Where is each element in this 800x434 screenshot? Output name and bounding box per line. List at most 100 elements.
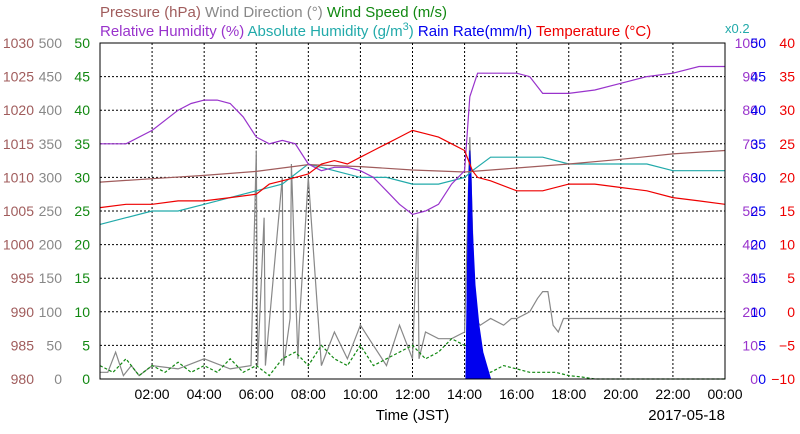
tick-wind-dir: 200: [39, 237, 63, 253]
tick-wind-dir: 250: [39, 203, 63, 219]
tick-humidity: 90: [742, 69, 758, 85]
tick-temperature: 0: [787, 304, 795, 320]
legend-entry: Pressure (hPa): [100, 4, 201, 21]
x-axis-label: Time (JST): [376, 407, 450, 424]
tick-x: 20:00: [603, 386, 638, 402]
date-label: 2017-05-18: [648, 407, 725, 424]
tick-pressure: 1020: [3, 102, 34, 118]
legend-entry: Wind Direction (°): [201, 4, 323, 21]
tick-rain: 30: [750, 169, 766, 185]
tick-temperature: 10: [779, 237, 795, 253]
tick-humidity: 30: [742, 270, 758, 286]
legend-superscript: 3: [403, 21, 409, 33]
tick-humidity: 40: [742, 237, 758, 253]
tick-rain: 5: [758, 337, 766, 353]
svg-text:Relative Humidity (%) Absolut: Relative Humidity (%) Absolute Humidity …: [100, 21, 651, 40]
tick-rain: 45: [750, 69, 766, 85]
tick-temperature: −10: [771, 371, 795, 387]
tick-temperature: 25: [779, 136, 795, 152]
tick-x: 02:00: [135, 386, 170, 402]
tick-pressure: 1030: [3, 35, 34, 51]
tick-humidity: 100: [735, 35, 759, 51]
tick-rain: 15: [750, 270, 766, 286]
tick-wind-dir: 100: [39, 304, 63, 320]
tick-x: 08:00: [291, 386, 326, 402]
tick-humidity: 50: [742, 203, 758, 219]
legend-row-1: Pressure (hPa) Wind Direction (°) Wind S…: [100, 4, 447, 21]
tick-rain: 50: [750, 35, 766, 51]
tick-wind-dir: 500: [39, 35, 63, 51]
tick-pressure: 1010: [3, 169, 34, 185]
tick-wind-dir: 450: [39, 69, 63, 85]
series-relative-humidity: [100, 65, 725, 216]
tick-wind-speed: 0: [82, 371, 90, 387]
tick-temperature: 30: [779, 102, 795, 118]
tick-temperature: 5: [787, 270, 795, 286]
series-wind-speed-m-s: [99, 337, 725, 380]
tick-rain: 10: [750, 304, 766, 320]
tick-wind-dir: 0: [54, 371, 62, 387]
series-absolute-humidity-g-m: [99, 156, 725, 225]
legend-suffix: ): [409, 23, 414, 40]
tick-wind-speed: 50: [74, 35, 90, 51]
tick-temperature: −5: [779, 337, 795, 353]
tick-pressure: 1005: [3, 203, 34, 219]
tick-temperature: 40: [779, 35, 795, 51]
tick-temperature: 15: [779, 203, 795, 219]
tick-rain: 0: [758, 371, 766, 387]
tick-pressure: 1000: [3, 237, 34, 253]
tick-pressure: 980: [11, 371, 35, 387]
tick-temperature: 35: [779, 69, 795, 85]
tick-pressure: 1015: [3, 136, 34, 152]
tick-wind-speed: 5: [82, 337, 90, 353]
tick-wind-speed: 30: [74, 169, 90, 185]
tick-humidity: 20: [742, 304, 758, 320]
series-pressure-hpa: [99, 149, 726, 183]
tick-wind-speed: 45: [74, 69, 90, 85]
tick-x: 12:00: [395, 386, 430, 402]
tick-x: 18:00: [551, 386, 586, 402]
tick-x: 06:00: [239, 386, 274, 402]
tick-humidity: 0: [750, 371, 758, 387]
tick-wind-dir: 400: [39, 102, 63, 118]
tick-temperature: 20: [779, 169, 795, 185]
tick-wind-dir: 150: [39, 270, 63, 286]
tick-pressure: 1025: [3, 69, 34, 85]
tick-humidity: 10: [742, 337, 758, 353]
tick-x: 22:00: [655, 386, 690, 402]
legend-entry: Rain Rate(mm/h): [414, 23, 532, 40]
tick-wind-dir: 300: [39, 169, 63, 185]
tick-wind-speed: 15: [74, 270, 90, 286]
series-rain-rate-mm-h: [465, 150, 492, 380]
humidity-scale-note: x0.2: [725, 21, 750, 36]
tick-wind-speed: 20: [74, 237, 90, 253]
tick-rain: 40: [750, 102, 766, 118]
tick-pressure: 990: [11, 304, 35, 320]
plot-frame: [99, 42, 726, 380]
tick-wind-speed: 40: [74, 102, 90, 118]
tick-wind-speed: 25: [74, 203, 90, 219]
tick-wind-dir: 350: [39, 136, 63, 152]
series-layer: [99, 65, 726, 380]
legend-entry: Absolute Humidity (g/m: [244, 23, 402, 40]
tick-x: 00:00: [707, 386, 742, 402]
tick-wind-speed: 10: [74, 304, 90, 320]
svg-text:Pressure (hPa) Wind Direction: Pressure (hPa) Wind Direction (°) Wind S…: [100, 4, 447, 21]
tick-humidity: 70: [742, 136, 758, 152]
tick-humidity: 60: [742, 169, 758, 185]
tick-rain: 35: [750, 136, 766, 152]
legend-entry: Wind Speed (m/s): [323, 4, 447, 21]
series-temperature-c: [99, 129, 726, 209]
tick-x: 04:00: [187, 386, 222, 402]
tick-x: 14:00: [447, 386, 482, 402]
tick-wind-speed: 35: [74, 136, 90, 152]
tick-humidity: 80: [742, 102, 758, 118]
tick-pressure: 985: [11, 337, 35, 353]
legend-entry: Relative Humidity (%): [100, 23, 244, 40]
legend-entry: Temperature (°C): [532, 23, 651, 40]
tick-pressure: 995: [11, 270, 35, 286]
legend-row-2: Relative Humidity (%) Absolute Humidity …: [100, 21, 750, 40]
axis-labels: 1030102510201015101010051000995990985980…: [3, 35, 795, 402]
tick-rain: 25: [750, 203, 766, 219]
